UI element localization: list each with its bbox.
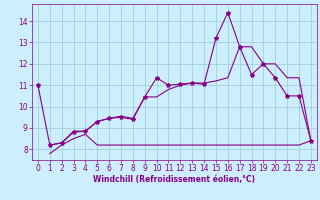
X-axis label: Windchill (Refroidissement éolien,°C): Windchill (Refroidissement éolien,°C) [93, 175, 255, 184]
